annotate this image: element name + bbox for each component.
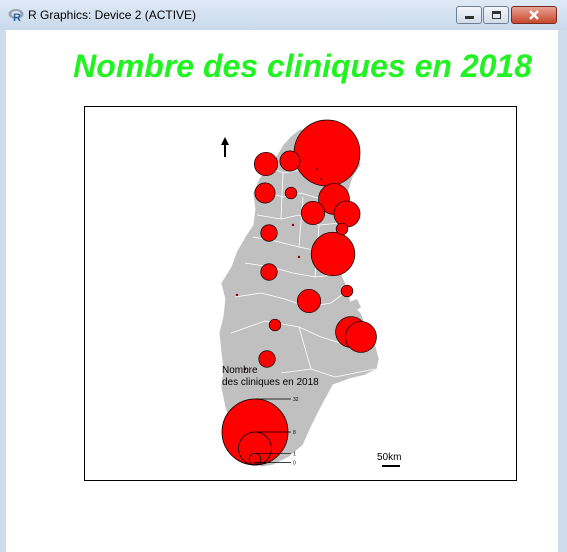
scale-bar	[382, 465, 400, 467]
r-logo-icon: R	[8, 9, 24, 22]
svg-text:R: R	[13, 12, 21, 22]
symbol-circle	[260, 224, 278, 242]
symbol-circle	[315, 167, 319, 171]
scale-bar-label: 50km	[377, 452, 402, 463]
map-svg: 32 8 1 0	[218, 119, 400, 468]
symbol-circle	[297, 255, 301, 259]
minimize-button[interactable]	[456, 6, 482, 24]
symbol-circle	[345, 321, 377, 353]
legend-value-label: 8	[293, 430, 296, 436]
symbol-circle	[253, 151, 279, 177]
legend-value-label: 0	[293, 461, 296, 467]
symbol-circle	[293, 119, 361, 187]
symbol-circle	[268, 318, 282, 332]
symbol-circle	[284, 186, 298, 200]
map-frame: 32 8 1 0 Nombre des cliniques en 2018 50km	[84, 106, 517, 481]
symbol-circle	[296, 288, 322, 314]
symbol-circle	[300, 200, 326, 226]
symbol-circle	[333, 200, 361, 228]
symbol-circle	[335, 222, 349, 236]
symbol-circle	[258, 350, 276, 368]
symbol-circle	[260, 263, 278, 281]
symbol-circle	[235, 293, 239, 297]
window-title: R Graphics: Device 2 (ACTIVE)	[28, 8, 197, 22]
symbol-circle	[319, 177, 323, 181]
symbol-circle	[279, 150, 301, 172]
legend-value-label: 32	[293, 397, 299, 403]
plot-title: Nombre des cliniques en 2018	[73, 48, 532, 84]
close-button[interactable]	[511, 6, 557, 24]
legend-title: Nombre des cliniques en 2018	[222, 365, 319, 389]
legend-title-line1: Nombre	[222, 365, 258, 376]
symbol-circle	[340, 284, 354, 298]
legend-value-label: 1	[293, 451, 296, 457]
symbol-circle	[291, 223, 295, 227]
title-bar[interactable]: R R Graphics: Device 2 (ACTIVE)	[0, 0, 567, 30]
symbol-circle	[310, 231, 356, 277]
symbol-circle	[243, 367, 247, 371]
island-polygon	[347, 299, 361, 313]
close-icon	[529, 10, 539, 20]
maximize-button[interactable]	[483, 6, 509, 24]
symbol-circle	[254, 182, 276, 204]
legend-circle	[253, 462, 257, 466]
symbols-layer	[235, 119, 377, 371]
north-arrow-icon	[221, 137, 229, 157]
plot-area: Nombre des cliniques en 2018	[6, 30, 558, 552]
legend-title-line2: des cliniques en 2018	[222, 377, 319, 388]
maximize-icon	[492, 11, 501, 19]
legend-symbols: 32 8 1 0	[221, 397, 299, 467]
minimize-icon	[465, 16, 474, 19]
